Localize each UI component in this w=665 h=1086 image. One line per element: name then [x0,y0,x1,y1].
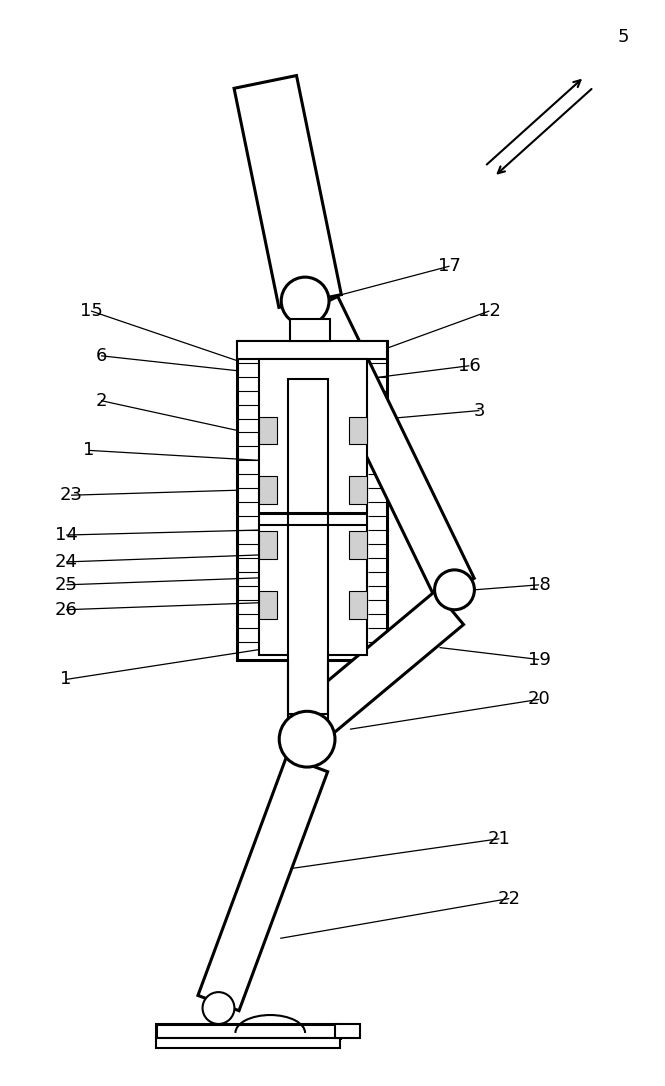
Circle shape [203,993,234,1024]
Bar [156,1038,340,1048]
Text: 15: 15 [80,302,102,320]
Text: 12: 12 [478,302,501,320]
Text: 26: 26 [55,601,78,619]
Text: 3: 3 [473,402,485,419]
Circle shape [281,277,329,325]
Bar [288,379,328,715]
Text: 2: 2 [95,392,106,409]
Text: 25: 25 [55,576,78,594]
Text: 18: 18 [528,576,551,594]
Text: 20: 20 [528,691,551,708]
Text: 14: 14 [55,526,78,544]
Bar [335,1024,360,1038]
Text: 1: 1 [83,441,94,459]
Polygon shape [299,296,474,597]
Bar [349,417,367,444]
Bar [156,1024,340,1038]
Text: 21: 21 [488,830,511,848]
Bar [259,417,277,444]
Circle shape [434,570,474,609]
Text: 22: 22 [498,889,521,908]
Bar [259,358,367,655]
Bar [259,477,277,504]
Text: 16: 16 [458,356,481,375]
Text: 24: 24 [55,553,78,571]
Text: 6: 6 [95,346,106,365]
Text: 19: 19 [528,651,551,669]
Text: 17: 17 [438,257,461,275]
Bar [259,531,277,559]
Circle shape [279,711,335,767]
Polygon shape [198,757,328,1011]
Text: 1: 1 [61,670,72,689]
Text: 23: 23 [60,487,82,504]
Bar [349,591,367,619]
Polygon shape [234,76,341,307]
Polygon shape [296,591,464,741]
Bar [259,591,277,619]
Text: 5: 5 [618,28,630,46]
Bar [290,319,330,341]
Bar [237,341,387,659]
Bar [349,477,367,504]
Bar [237,341,387,358]
Bar [349,531,367,559]
